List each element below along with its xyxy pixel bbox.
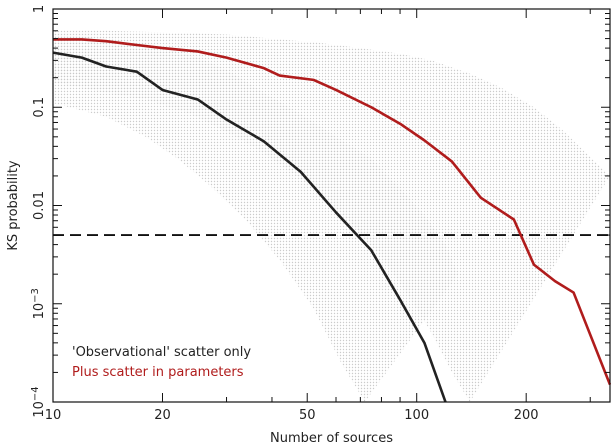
series-line-1	[53, 38, 611, 386]
confidence-bands	[53, 30, 610, 403]
y-tick-label: 0.1	[32, 97, 47, 118]
confidence-band-0	[53, 34, 459, 402]
series-line-0	[52, 51, 447, 403]
x-tick-label: 10	[45, 408, 62, 423]
x-tick-label: 20	[154, 408, 171, 423]
x-axis-ticks: 10 20 50 100 200	[45, 9, 591, 423]
x-tick-label: 100	[404, 408, 429, 423]
y-axis-ticks: 1 0.1 0.01 10−3 10−4	[30, 5, 610, 418]
y-tick-label: 10−4	[30, 386, 47, 417]
legend-entry-observational: 'Observational' scatter only	[72, 345, 251, 360]
confidence-band-1	[53, 30, 610, 403]
x-axis-label: Number of sources	[270, 431, 393, 446]
y-tick-label: 1	[32, 5, 47, 13]
legend: 'Observational' scatter only Plus scatte…	[72, 345, 251, 380]
y-tick-label: 10−3	[30, 288, 47, 319]
x-tick-label: 200	[514, 408, 539, 423]
y-tick-label: 0.01	[32, 191, 47, 220]
y-axis-label: KS probability	[6, 160, 21, 251]
series-lines	[52, 38, 611, 403]
x-tick-label: 50	[299, 408, 316, 423]
legend-entry-parameter-scatter: Plus scatter in parameters	[72, 365, 244, 380]
